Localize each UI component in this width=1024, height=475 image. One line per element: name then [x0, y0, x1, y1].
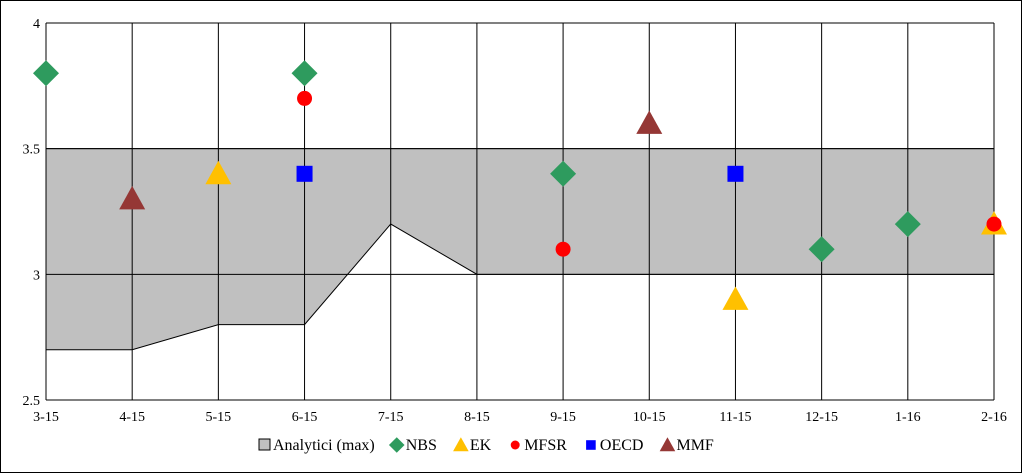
- legend-marker-mfsr: [510, 440, 520, 450]
- legend-label-mfsr: MFSR: [524, 437, 567, 454]
- y-tick-label: 4: [33, 17, 40, 32]
- oecd-marker: [296, 165, 313, 182]
- oecd-marker: [727, 165, 744, 182]
- nbs-marker: [291, 60, 318, 87]
- x-tick-label: 7-15: [378, 410, 404, 425]
- legend-label-ek: EK: [470, 437, 492, 454]
- legend-label-band: Analytici (max): [273, 437, 375, 454]
- mmf-marker: [119, 185, 146, 210]
- legend-marker-mmf: [659, 437, 676, 452]
- x-tick-label: 10-15: [633, 410, 666, 425]
- nbs-marker: [894, 211, 921, 238]
- nbs-marker: [808, 236, 835, 263]
- mfsr-marker: [986, 216, 1002, 232]
- y-tick-label: 3.5: [23, 143, 41, 158]
- legend-label-nbs: NBS: [406, 437, 437, 454]
- legend-marker-nbs: [388, 437, 405, 453]
- ek-marker: [722, 286, 749, 310]
- legend-label-oecd: OECD: [600, 437, 644, 454]
- mfsr-marker: [555, 241, 571, 257]
- x-tick-label: 3-15: [33, 410, 59, 425]
- nbs-marker: [33, 60, 59, 87]
- legend-swatch-band: [258, 438, 271, 451]
- x-tick-label: 6-15: [292, 410, 318, 425]
- x-tick-label: 2-16: [981, 410, 1007, 425]
- nbs-marker: [550, 160, 577, 187]
- x-tick-label: 11-15: [719, 410, 751, 425]
- mmf-marker: [636, 110, 663, 134]
- x-tick-label: 5-15: [206, 410, 232, 425]
- legend-label-mmf: MMF: [676, 437, 713, 454]
- x-tick-label: 12-15: [805, 410, 838, 425]
- x-tick-label: 4-15: [119, 410, 145, 425]
- x-tick-label: 9-15: [550, 410, 576, 425]
- ek-marker: [205, 160, 232, 185]
- legend-marker-ek: [453, 437, 469, 452]
- y-tick-label: 2.5: [23, 394, 41, 409]
- mfsr-marker: [297, 90, 313, 106]
- legend-marker-oecd: [586, 440, 596, 450]
- x-tick-label: 8-15: [464, 410, 490, 425]
- x-tick-label: 1-16: [895, 410, 921, 425]
- band-area: [45, 148, 995, 351]
- y-tick-label: 3: [33, 268, 40, 283]
